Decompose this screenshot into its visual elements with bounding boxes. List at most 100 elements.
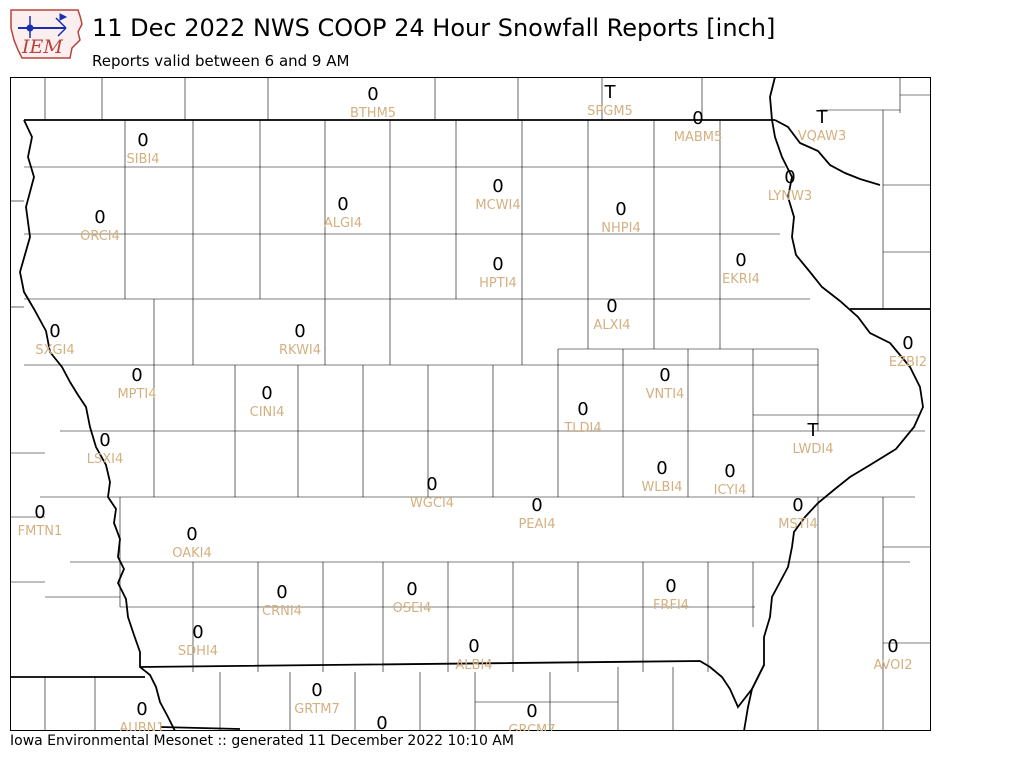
snowfall-value: 0	[261, 383, 272, 404]
snowfall-value: 0	[192, 622, 203, 643]
snowfall-value: 0	[492, 176, 503, 197]
snowfall-value: 0	[784, 167, 795, 188]
snowfall-value: 0	[131, 365, 142, 386]
station-id: MABM5	[674, 130, 723, 145]
iem-logo: IEM	[10, 9, 83, 59]
snowfall-value: 0	[136, 699, 147, 720]
snowfall-value: 0	[577, 399, 588, 420]
station-id: MCWI4	[475, 198, 520, 213]
station-id: VQAW3	[798, 129, 846, 144]
snowfall-value: 0	[526, 701, 537, 722]
snowfall-value: T	[604, 82, 617, 103]
snowfall-value: 0	[34, 502, 45, 523]
station-unlabeled: 0	[376, 713, 387, 731]
snowfall-value: 0	[186, 524, 197, 545]
station-id: WGCI4	[410, 496, 454, 511]
snowfall-value: 0	[276, 582, 287, 603]
station-id: SXGI4	[35, 343, 74, 358]
station-id: SDHI4	[178, 644, 218, 659]
snowfall-value: 0	[659, 365, 670, 386]
iowa-outline-icon	[10, 9, 83, 59]
station-id: OSEI4	[393, 601, 432, 616]
footer-credit: Iowa Environmental Mesonet :: generated …	[10, 733, 514, 749]
snowfall-value: 0	[606, 296, 617, 317]
station-id: ALXI4	[593, 318, 630, 333]
snowfall-value: 0	[531, 495, 542, 516]
station-id: ALGI4	[324, 216, 362, 231]
station-id: FMTN1	[18, 524, 63, 539]
station-id: CRNI4	[262, 604, 302, 619]
snowfall-value: 0	[376, 713, 387, 731]
station-id: WLBI4	[641, 480, 682, 495]
station-id: EKRI4	[722, 272, 760, 287]
station-id: TLDI4	[563, 421, 601, 436]
snowfall-value: T	[816, 107, 829, 128]
station-id: SIBI4	[126, 152, 159, 167]
station-id: GRCM7	[508, 723, 555, 731]
station-id: MPTI4	[117, 387, 156, 402]
snowfall-value: 0	[99, 430, 110, 451]
station-id: OAKI4	[172, 546, 212, 561]
snowfall-value: 0	[294, 321, 305, 342]
map-frame	[10, 77, 931, 731]
station-id: BTHM5	[350, 106, 396, 121]
map-title: 11 Dec 2022 NWS COOP 24 Hour Snowfall Re…	[92, 14, 776, 42]
snowfall-value: T	[807, 420, 820, 441]
snowfall-value: 0	[311, 680, 322, 701]
station-id: ICYI4	[714, 483, 747, 498]
station-id: HPTI4	[479, 276, 517, 291]
station-id: EZBI2	[889, 355, 927, 370]
snowfall-value: 0	[367, 84, 378, 105]
snowfall-value: 0	[887, 636, 898, 657]
snowfall-value: 0	[902, 333, 913, 354]
station-id: AUBN1	[119, 721, 164, 731]
station-id: NHPI4	[601, 221, 640, 236]
station-id: SPGM5	[587, 104, 633, 119]
station-id: FRFI4	[653, 598, 689, 613]
weather-station-icon	[18, 13, 68, 38]
snowfall-value: 0	[406, 579, 417, 600]
state-boundaries	[10, 77, 931, 731]
station-id: MSTI4	[778, 517, 818, 532]
snowfall-value: 0	[426, 474, 437, 495]
snowfall-value: 0	[94, 207, 105, 228]
snowfall-value: 0	[692, 108, 703, 129]
logo-text: IEM	[21, 36, 63, 58]
station-id: VNTI4	[646, 387, 685, 402]
snowfall-value: 0	[656, 458, 667, 479]
station-id: ORCI4	[80, 229, 120, 244]
snowfall-value: 0	[665, 576, 676, 597]
snowfall-value: 0	[615, 199, 626, 220]
